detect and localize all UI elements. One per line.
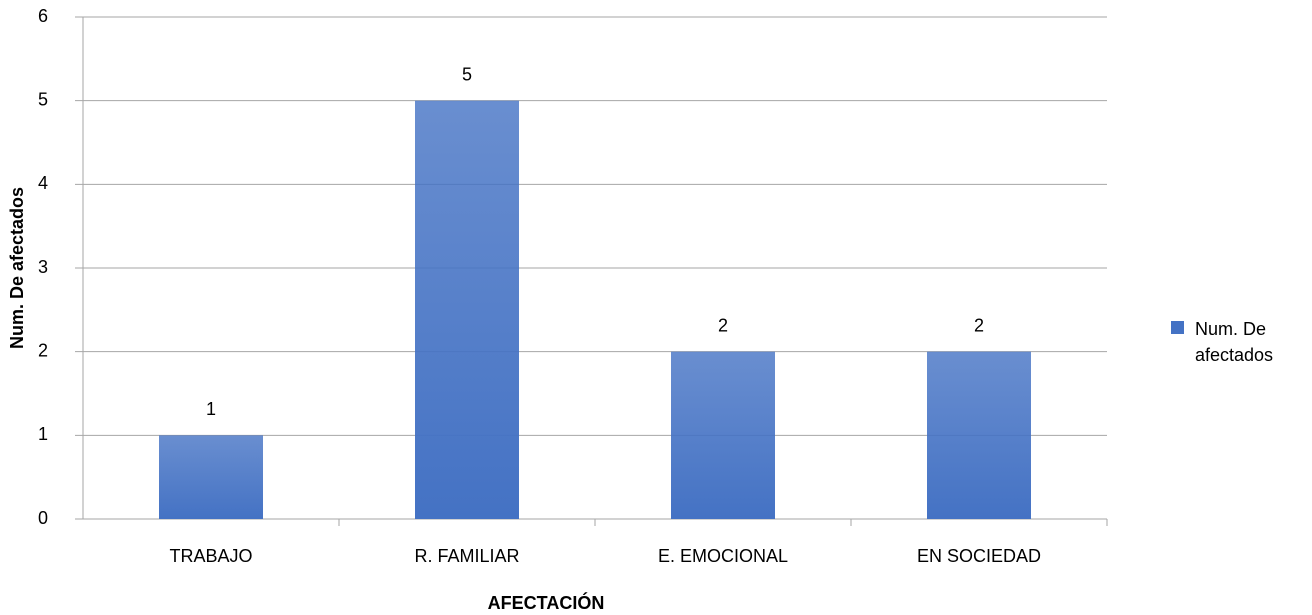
legend-label: Num. De afectados [1195, 319, 1274, 365]
x-tick-label: TRABAJO [169, 546, 252, 566]
bar [415, 100, 519, 520]
y-tick-label: 3 [38, 257, 48, 277]
data-label: 1 [206, 399, 216, 419]
data-label: 5 [462, 64, 472, 84]
y-tick-label: 6 [38, 6, 48, 26]
y-axis-title: Num. De afectados [7, 187, 27, 349]
y-tick-label: 0 [38, 508, 48, 528]
data-label: 2 [974, 315, 984, 335]
x-axis-title: AFECTACIÓN [488, 592, 605, 613]
x-tick-label: R. FAMILIAR [414, 546, 519, 566]
data-label: 2 [718, 315, 728, 335]
y-tick-label: 1 [38, 424, 48, 444]
bar [159, 435, 263, 519]
y-tick-label: 4 [38, 173, 48, 193]
bar [671, 351, 775, 519]
x-tick-label: EN SOCIEDAD [917, 546, 1041, 566]
bar [927, 351, 1031, 519]
y-tick-label: 2 [38, 340, 48, 360]
y-tick-label: 5 [38, 89, 48, 109]
legend-swatch [1171, 321, 1184, 334]
x-tick-label: E. EMOCIONAL [658, 546, 788, 566]
